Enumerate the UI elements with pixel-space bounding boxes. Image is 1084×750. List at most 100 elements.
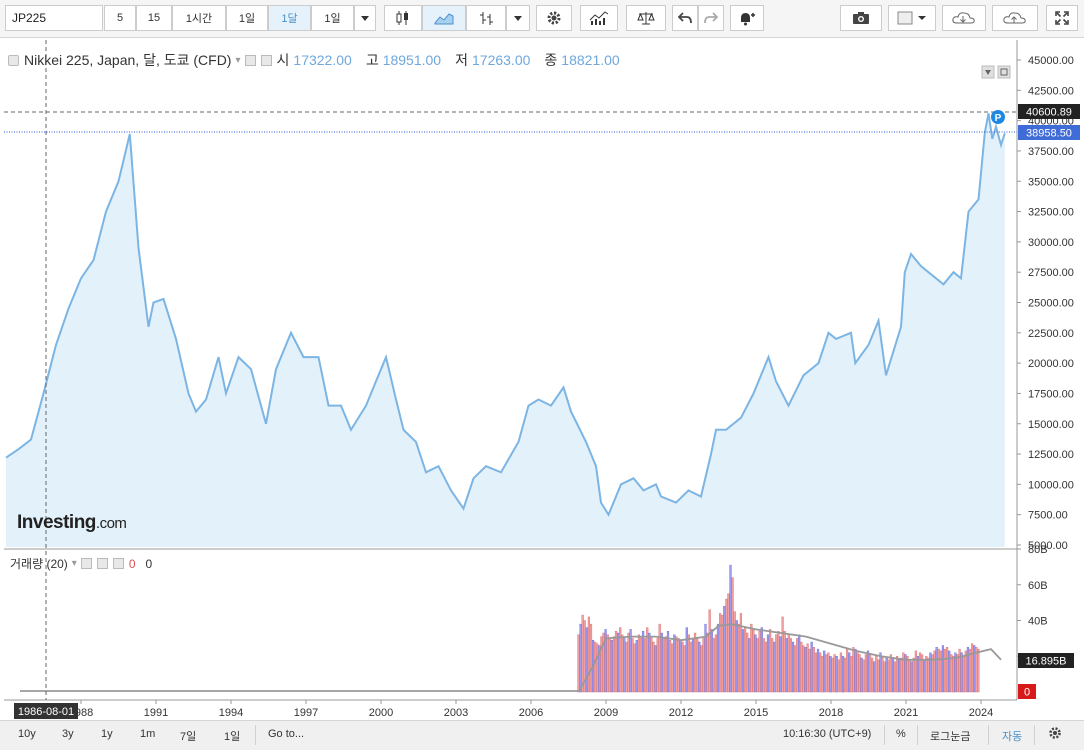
undo-button[interactable] — [672, 5, 698, 31]
volume-bar — [744, 627, 747, 693]
price-tick-label: 45000.00 — [1028, 55, 1074, 67]
range-1y[interactable]: 1y — [101, 728, 113, 740]
interval-1h-button[interactable]: 1시간 — [172, 5, 226, 31]
volume-bar — [594, 641, 597, 693]
volume-bar — [914, 650, 917, 693]
interval-1d-dropdown-button[interactable]: 1일 — [311, 5, 354, 31]
range-10y[interactable]: 10y — [18, 728, 36, 740]
volume-bar — [587, 616, 590, 693]
volume-bar — [648, 632, 651, 693]
price-line — [5, 113, 1006, 517]
volume-bar — [819, 652, 822, 693]
volume-value-2: 0 — [145, 556, 153, 571]
screenshot-button[interactable] — [840, 5, 882, 31]
candlestick-icon — [396, 11, 408, 25]
gear-icon[interactable] — [260, 54, 272, 66]
volume-bar — [798, 634, 801, 693]
volume-bar — [873, 661, 876, 693]
chevron-down-icon[interactable]: ▾ — [71, 558, 77, 569]
last-price-label: 38958.50 — [1026, 128, 1072, 140]
gear-icon[interactable] — [96, 558, 108, 569]
volume-bar — [625, 641, 628, 693]
instrument-title[interactable]: Nikkei 225, Japan, 달, 도쿄 (CFD) — [24, 52, 232, 68]
volume-bar — [891, 657, 895, 693]
volume-bar — [937, 648, 940, 693]
scale-icon — [637, 12, 655, 25]
chevron-down-icon[interactable]: ▾ — [235, 54, 241, 66]
volume-bar — [589, 623, 593, 693]
volume-bar — [825, 654, 828, 693]
symbol-input[interactable]: JP225 — [5, 5, 103, 31]
volume-bar — [635, 640, 638, 693]
time-tick-label: 2000 — [369, 707, 393, 719]
volume-bar — [918, 652, 922, 693]
price-tick-label: 37500.00 — [1028, 146, 1074, 158]
volume-bar — [639, 636, 643, 693]
compare-button[interactable] — [626, 5, 666, 31]
p-marker-badge[interactable] — [991, 110, 1005, 124]
redo-button[interactable] — [698, 5, 724, 31]
volume-bar — [973, 645, 976, 693]
interval-5-button[interactable]: 5 — [104, 5, 136, 31]
price-tick-label: 25000.00 — [1028, 298, 1074, 310]
chart-type-dropdown[interactable] — [506, 5, 530, 31]
interval-1d-button[interactable]: 1일 — [226, 5, 268, 31]
candle-chart-button[interactable] — [384, 5, 422, 31]
price-chart[interactable]: 5000.00 7500.00 10000.00 12500.00 15000.00 17… — [0, 38, 1084, 720]
clock-timezone[interactable]: 10:16:30 (UTC+9) — [783, 728, 872, 740]
add-alert-button[interactable] — [730, 5, 764, 31]
price-tick-label: 32500.00 — [1028, 207, 1074, 219]
cloud-load-button[interactable] — [942, 5, 986, 31]
goto-date-button[interactable]: Go to... — [268, 728, 305, 740]
volume-bar — [769, 629, 772, 693]
svg-text:P: P — [995, 113, 1002, 124]
volume-bar — [704, 623, 707, 693]
volume-bar — [856, 652, 859, 693]
range-1d[interactable]: 1일 — [224, 731, 241, 743]
volume-bar — [739, 613, 742, 693]
interval-1month-button[interactable]: 1달 — [268, 5, 311, 31]
indicators-icon — [589, 11, 609, 25]
visibility-icon[interactable] — [80, 558, 92, 569]
close-icon[interactable] — [112, 558, 124, 569]
volume-bar — [898, 659, 901, 693]
interval-dropdown-arrow[interactable] — [354, 5, 376, 31]
volume-bar — [696, 638, 699, 693]
pane-maximize-button[interactable] — [997, 65, 1011, 79]
volume-title[interactable]: 거래량 (20) — [10, 557, 68, 571]
interval-15-button[interactable]: 15 — [136, 5, 172, 31]
volume-bar — [902, 652, 905, 693]
high-price-label: 40600.89 — [1026, 107, 1072, 119]
log-scale-toggle[interactable]: 로그눈금 — [930, 731, 971, 743]
layout-button[interactable] — [888, 5, 936, 31]
range-3y[interactable]: 3y — [62, 728, 74, 740]
bar-chart-button[interactable] — [466, 5, 506, 31]
settings-button[interactable] — [536, 5, 572, 31]
high-label: 고 — [365, 52, 379, 68]
volume-bar — [806, 643, 809, 693]
volume-bar — [831, 657, 834, 693]
bottom-bar: 10y 3y 1y 1m 7일 1일 Go to... 10:16:30 (UT… — [0, 720, 1084, 750]
volume-bar — [654, 645, 657, 693]
volume-bar — [627, 632, 630, 693]
indicators-button[interactable] — [580, 5, 618, 31]
visibility-icon[interactable] — [244, 54, 256, 66]
volume-bar — [637, 634, 640, 693]
chart-settings-button[interactable] — [1048, 726, 1062, 743]
cloud-save-button[interactable] — [992, 5, 1038, 31]
time-tick-label: 2024 — [969, 707, 993, 719]
range-1m[interactable]: 1m — [140, 728, 156, 740]
volume-bar — [823, 650, 826, 693]
collapse-icon[interactable] — [8, 54, 19, 66]
volume-bar — [700, 645, 703, 693]
area-chart-button[interactable] — [422, 5, 466, 31]
volume-bar — [794, 645, 797, 693]
percent-scale-toggle[interactable]: % — [896, 728, 906, 740]
range-7d[interactable]: 7일 — [180, 731, 197, 743]
volume-bar — [733, 611, 736, 693]
volume-bar — [858, 654, 861, 693]
volume-bar — [964, 650, 967, 693]
fullscreen-button[interactable] — [1046, 5, 1078, 31]
auto-scale-toggle[interactable]: 자동 — [1002, 731, 1023, 743]
volume-bar — [619, 627, 622, 693]
